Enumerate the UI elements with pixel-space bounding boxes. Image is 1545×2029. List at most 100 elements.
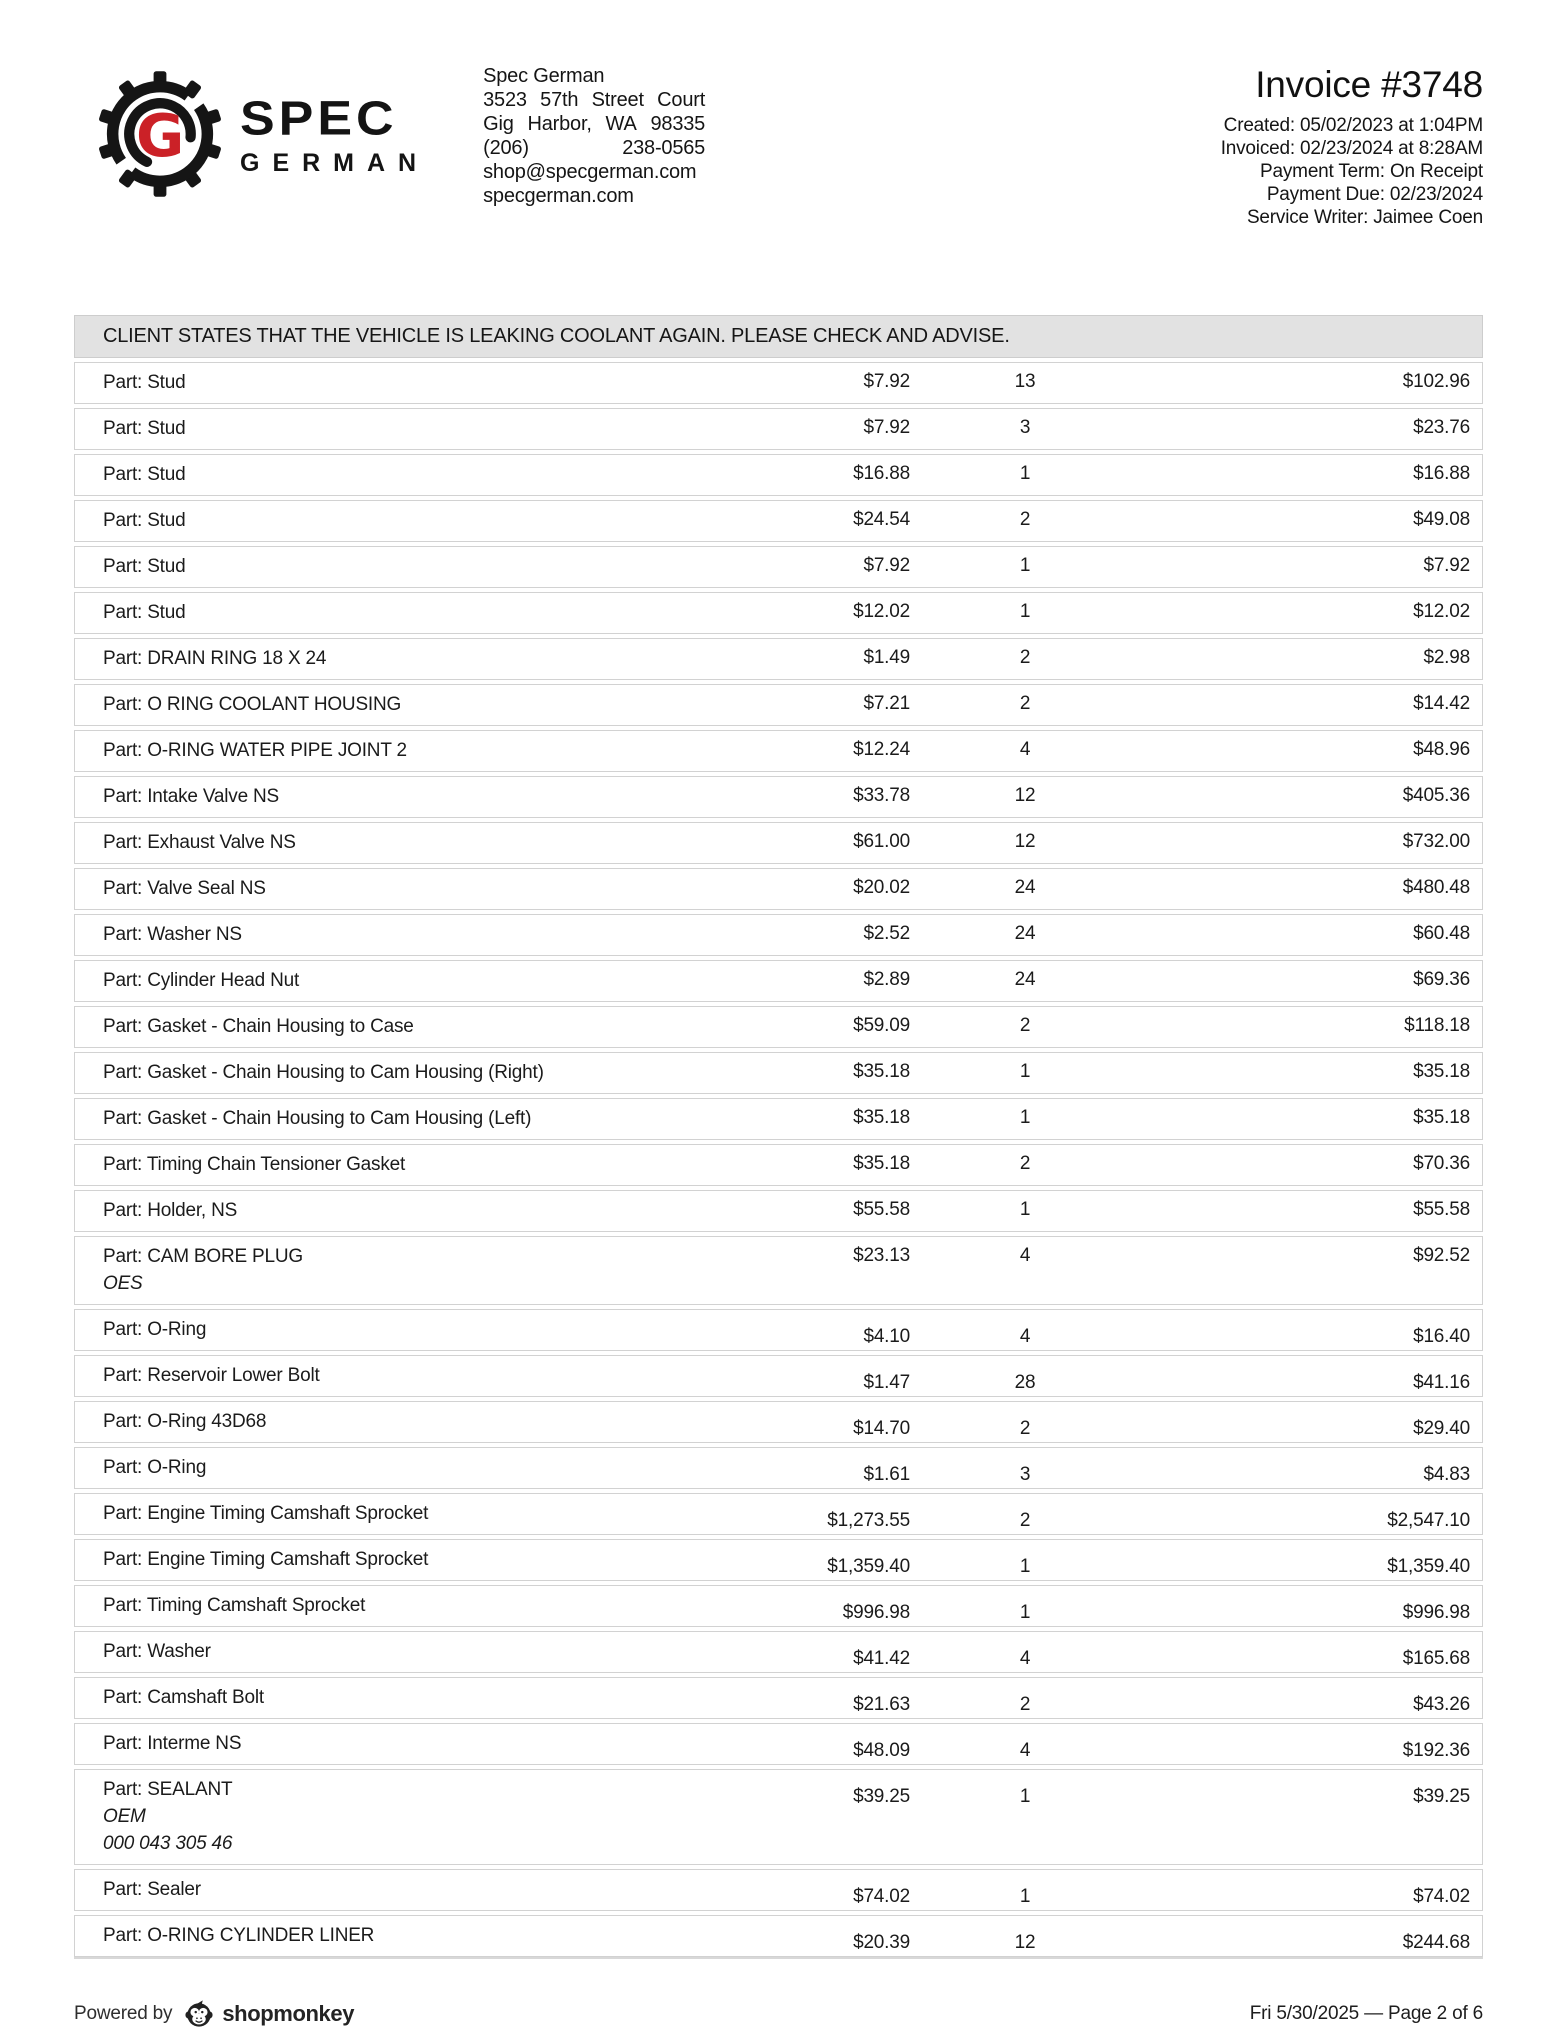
unit-price: $24.54	[853, 509, 910, 530]
powered-by-label: Powered by	[74, 2003, 173, 2024]
brand-name-bottom: GERMAN	[240, 148, 430, 177]
part-name: Part: Washer	[75, 1632, 645, 1672]
line-total: $48.96	[1413, 739, 1470, 760]
line-item-row: Part: Stud $12.02 1 $12.02	[74, 592, 1483, 634]
quantity: 3	[1019, 417, 1031, 438]
part-name-text: Part: Exhaust Valve NS	[103, 832, 296, 853]
quantity: 1	[1019, 1886, 1031, 1907]
part-note: OES	[103, 1273, 143, 1294]
part-name: Part: Stud	[75, 409, 645, 449]
line-total: $2.98	[1423, 647, 1470, 668]
line-total: $69.36	[1413, 969, 1470, 990]
quantity: 12	[1014, 831, 1036, 852]
part-name-text: Part: SEALANT	[103, 1779, 233, 1800]
quantity: 1	[1019, 1199, 1031, 1220]
brand-name-top: SPEC	[240, 91, 398, 146]
quantity: 12	[1014, 1932, 1036, 1953]
company-logo: G SPEC GERMAN	[96, 70, 429, 198]
part-name-text: Part: O-Ring	[103, 1319, 207, 1340]
company-address-line1: 3523 57th Street Court	[483, 89, 706, 111]
line-item-row: Part: Camshaft Bolt $21.63 2 $43.26	[74, 1677, 1483, 1719]
unit-price: $1,359.40	[827, 1556, 910, 1577]
quantity: 4	[1019, 1740, 1031, 1761]
quantity: 24	[1014, 923, 1036, 944]
line-total: $1,359.40	[1387, 1556, 1470, 1577]
line-item-row: Part: DRAIN RING 18 X 24 $1.49 2 $2.98	[74, 638, 1483, 680]
unit-price: $7.21	[863, 693, 910, 714]
line-total: $4.83	[1423, 1464, 1470, 1485]
unit-price: $1.49	[863, 647, 910, 668]
part-name-text: Part: Interme NS	[103, 1733, 242, 1754]
part-name-text: Part: DRAIN RING 18 X 24	[103, 648, 327, 669]
quantity: 1	[1019, 1602, 1031, 1623]
part-name: Part: Camshaft Bolt	[75, 1678, 645, 1718]
part-name: Part: Cylinder Head Nut	[75, 961, 645, 1001]
line-item-row: Part: O RING COOLANT HOUSING $7.21 2 $14.42	[74, 684, 1483, 726]
shopmonkey-logo: shopmonkey	[184, 1999, 354, 2029]
line-total: $23.76	[1413, 417, 1470, 438]
line-total: $16.88	[1413, 463, 1470, 484]
part-name-text: Part: Engine Timing Camshaft Sprocket	[103, 1549, 429, 1570]
unit-price: $21.63	[853, 1694, 910, 1715]
quantity: 4	[1019, 1326, 1031, 1347]
unit-price: $59.09	[853, 1015, 910, 1036]
invoice-invoiced: Invoiced: 02/23/2024 at 8:28AM	[1220, 138, 1484, 159]
line-item-row: Part: O-RING WATER PIPE JOINT 2 $12.24 4 $4…	[74, 730, 1483, 772]
page-footer: Powered by	[74, 1957, 1483, 2029]
line-item-row: Part: Stud $24.54 2 $49.08	[74, 500, 1483, 542]
unit-price: $35.18	[853, 1153, 910, 1174]
company-phone: (206) 238-0565	[483, 137, 706, 159]
line-item-row: Part: Timing Chain Tensioner Gasket $35.1…	[74, 1144, 1483, 1186]
line-item-row: Part: CAM BORE PLUG OES $23.13 4 $92.52	[74, 1236, 1483, 1305]
part-name-text: Part: Holder, NS	[103, 1200, 238, 1221]
part-name: Part: Stud	[75, 593, 645, 633]
unit-price: $2.89	[863, 969, 910, 990]
unit-price: $1,273.55	[827, 1510, 910, 1531]
line-item-row: Part: O-Ring $4.10 4 $16.40	[74, 1309, 1483, 1351]
company-info: Spec German 3523 57th Street Court Gig Harbo…	[483, 64, 705, 208]
page-info: Fri 5/30/2025 — Page 2 of 6	[1249, 2003, 1484, 2024]
line-item-row: Part: Gasket - Chain Housing to Case $59.…	[74, 1006, 1483, 1048]
powered-by: Powered by	[74, 1999, 354, 2029]
part-name-text: Part: Reservoir Lower Bolt	[103, 1365, 320, 1386]
line-total: $70.36	[1413, 1153, 1470, 1174]
unit-price: $12.24	[853, 739, 910, 760]
unit-price: $996.98	[842, 1602, 910, 1623]
line-total: $244.68	[1402, 1932, 1470, 1953]
line-item-row: Part: Washer $41.42 4 $165.68	[74, 1631, 1483, 1673]
quantity: 1	[1019, 1556, 1031, 1577]
unit-price: $20.39	[853, 1932, 910, 1953]
line-item-row: Part: Engine Timing Camshaft Sprocket $1,…	[74, 1539, 1483, 1581]
invoice-title: Invoice #3748	[1255, 64, 1483, 105]
line-item-row: Part: Stud $7.92 3 $23.76	[74, 408, 1483, 450]
part-name-text: Part: Stud	[103, 602, 186, 623]
unit-price: $35.18	[853, 1061, 910, 1082]
company-address-line2: Gig Harbor, WA 98335	[483, 113, 706, 135]
line-total: $35.18	[1413, 1061, 1470, 1082]
part-name-text: Part: Stud	[103, 372, 186, 393]
part-name-text: Part: Engine Timing Camshaft Sprocket	[103, 1503, 429, 1524]
part-name: Part: O-Ring	[75, 1310, 645, 1350]
part-name: Part: Gasket - Chain Housing to Case	[75, 1007, 645, 1047]
part-name: Part: Stud	[75, 363, 645, 403]
part-name-text: Part: O-Ring 43D68	[103, 1411, 267, 1432]
line-total: $7.92	[1423, 555, 1470, 576]
quantity: 28	[1014, 1372, 1036, 1393]
part-name-text: Part: O RING COOLANT HOUSING	[103, 694, 402, 715]
unit-price: $16.88	[853, 463, 910, 484]
part-name: Part: Stud	[75, 547, 645, 587]
unit-price: $35.18	[853, 1107, 910, 1128]
line-total: $2,547.10	[1387, 1510, 1470, 1531]
part-name-text: Part: Gasket - Chain Housing to Cam Hous…	[103, 1062, 544, 1083]
quantity: 2	[1019, 1153, 1031, 1174]
quantity: 2	[1019, 1015, 1031, 1036]
invoice-service-writer: Service Writer: Jaimee Coen	[1246, 207, 1483, 228]
quantity: 2	[1019, 1510, 1031, 1531]
line-item-row: Part: Intake Valve NS $33.78 12 $405.36	[74, 776, 1483, 818]
unit-price: $74.02	[853, 1886, 910, 1907]
part-name: Part: Reservoir Lower Bolt	[75, 1356, 645, 1396]
invoice-payment-due: Payment Due: 02/23/2024	[1266, 184, 1483, 205]
part-name-text: Part: Cylinder Head Nut	[103, 970, 300, 991]
part-name: Part: Gasket - Chain Housing to Cam Hous…	[75, 1099, 645, 1139]
part-name-text: Part: O-RING CYLINDER LINER	[103, 1925, 375, 1946]
